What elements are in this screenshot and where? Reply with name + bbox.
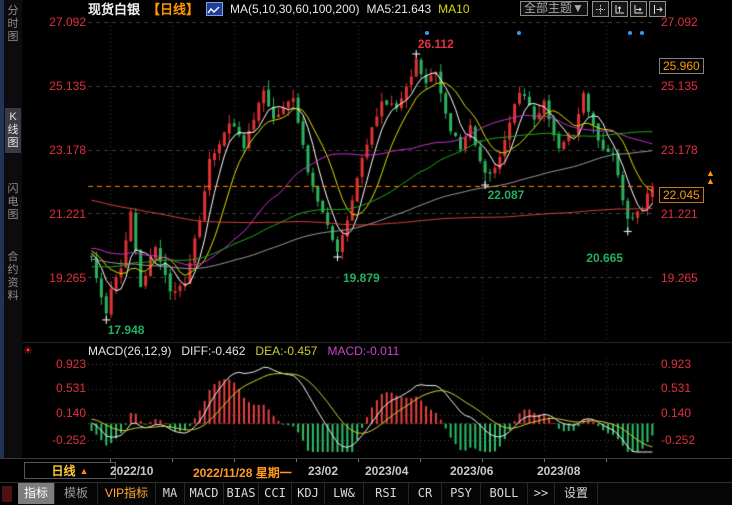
price-annotation: 17.948 — [107, 322, 145, 337]
price-annotation: 20.665 — [586, 251, 623, 266]
tab-rsi[interactable]: RSI — [364, 483, 409, 504]
macd-tick-right: 0.140 — [661, 406, 692, 420]
y-tick-right: 21.221 — [661, 207, 698, 221]
dotted-cross-icon — [596, 4, 605, 14]
x-date-label: 23/02 — [308, 464, 339, 478]
ma-params-label: MA(5,10,30,60,100,200) — [230, 1, 360, 16]
y-tick-right: 27.092 — [661, 15, 698, 29]
sidebar-item-timeshare[interactable]: 分时图 — [7, 5, 19, 43]
x-date-label: 2023/08 — [537, 464, 581, 478]
left-sidebar: 分时图 K线图 闪电图 合约资料 — [0, 0, 22, 458]
y-tick-left: 27.092 — [49, 15, 86, 29]
theme-dropdown[interactable]: 全部主题▼ — [520, 1, 588, 16]
macd-tick-right: 0.531 — [661, 381, 692, 395]
macd-tick-right: -0.252 — [661, 433, 696, 447]
scale-x-axis-button[interactable] — [630, 1, 647, 17]
x-date-label: 2023/06 — [450, 464, 494, 478]
ma5-value-label: MA5:21.643 — [366, 1, 432, 16]
event-marker-dot — [640, 31, 644, 35]
event-marker-dot — [628, 31, 632, 35]
event-marker-dot — [517, 31, 521, 35]
tab-cr[interactable]: CR — [409, 483, 442, 504]
candlestick-macd-canvas[interactable] — [0, 0, 732, 458]
y-tick-left: 19.265 — [49, 271, 86, 285]
macd-tick-left: 0.531 — [55, 381, 86, 395]
x-date-label: 2023/04 — [365, 464, 409, 478]
macd-hist-value: MACD:-0.011 — [327, 344, 400, 358]
y-tick-left: 23.178 — [49, 143, 86, 157]
x-date-label: 2022/10 — [110, 464, 154, 478]
bar-right-arrow-icon — [654, 4, 663, 14]
macd-diff-value: DIFF:-0.462 — [181, 344, 246, 358]
sidebar-item-lightning[interactable]: 闪电图 — [7, 183, 19, 221]
x-axis-tick — [296, 459, 297, 462]
tab-template[interactable]: 模板 — [55, 483, 98, 504]
period-selector[interactable]: 日线 ▲ — [24, 462, 116, 479]
x-axis-tick — [110, 459, 111, 462]
current-price-tag: 22.045 — [659, 187, 704, 203]
tab-boll[interactable]: BOLL — [481, 483, 528, 504]
scale-y-axis-button[interactable] — [611, 1, 628, 17]
price-annotation: 26.112 — [417, 36, 454, 51]
y-tick-right: 25.135 — [661, 79, 698, 93]
sidebar-item-kline[interactable]: K线图 — [5, 108, 21, 153]
y-tick-left: 25.135 — [49, 79, 86, 93]
instrument-name: 现货白银 — [88, 2, 141, 17]
x-axis-tick — [544, 459, 545, 462]
x-axis-tick — [358, 459, 359, 462]
axis-up-arrow-icon — [615, 4, 624, 13]
kline-chart-icon — [206, 1, 224, 16]
indicator-settings-icon[interactable]: ☀ — [23, 345, 33, 357]
tab-settings[interactable]: 设置 — [555, 483, 598, 504]
pan-tool-button[interactable] — [592, 1, 609, 17]
x-axis-tick — [482, 459, 483, 462]
tab-indicator[interactable]: 指标 — [18, 483, 55, 504]
period-label: 日线 — [51, 464, 76, 478]
y-tick-left: 21.221 — [49, 207, 86, 221]
macd-tick-left: 0.923 — [55, 357, 86, 371]
macd-params-label: MACD(26,12,9) — [88, 344, 172, 358]
event-marker-dot — [425, 31, 429, 35]
x-axis-tick — [606, 459, 607, 462]
chart-legend-bar: 现货白银 【日线】 MA(5,10,30,60,100,200) MA5:21.… — [88, 0, 470, 17]
macd-tick-right: 0.923 — [661, 357, 692, 371]
tab-bias[interactable]: BIAS — [224, 483, 259, 504]
x-date-crosshair-label: 2022/11/28 星期一 — [193, 466, 292, 480]
indicator-toolbar: 指标 模板 VIP指标 MA MACD BIAS CCI KDJ LW& RSI… — [0, 482, 732, 505]
x-axis-row: 日线 ▲ 2022/10 2022/11/28 星期一 23/02 2023/0… — [0, 458, 732, 483]
x-axis-tick — [420, 459, 421, 462]
tab-lwr[interactable]: LW& — [325, 483, 364, 504]
panel-resize-handle[interactable] — [0, 483, 18, 505]
tab-more[interactable]: >> — [528, 483, 555, 504]
tab-ma[interactable]: MA — [156, 483, 185, 504]
tab-psy[interactable]: PSY — [442, 483, 481, 504]
tab-cci[interactable]: CCI — [259, 483, 292, 504]
axis-right-arrow-icon — [634, 4, 643, 13]
tab-vip-indicator[interactable]: VIP指标 — [98, 483, 156, 504]
x-axis-tick — [172, 459, 173, 462]
tab-macd[interactable]: MACD — [185, 483, 224, 504]
macd-tick-left: 0.140 — [55, 406, 86, 420]
tab-kdj[interactable]: KDJ — [292, 483, 325, 504]
x-axis-tick — [234, 459, 235, 462]
macd-legend: MACD(26,12,9) DIFF:-0.462 DEA:-0.457 MAC… — [88, 344, 399, 358]
period-arrow-icon: ▲ — [79, 465, 89, 476]
ma10-label: MA10 — [438, 1, 470, 16]
price-up-triangles-icon: ▲▲ — [706, 168, 715, 186]
high-price-tag: 25.960 — [659, 58, 704, 74]
price-annotation: 19.879 — [343, 270, 380, 285]
price-annotation: 22.087 — [487, 188, 525, 203]
macd-dea-value: DEA:-0.457 — [255, 344, 318, 358]
macd-tick-left: -0.252 — [51, 433, 86, 447]
period-tag: 【日线】 — [147, 2, 200, 17]
y-tick-right: 23.178 — [661, 143, 698, 157]
sidebar-edge-strip — [0, 0, 4, 458]
sidebar-item-contract-info[interactable]: 合约资料 — [7, 251, 19, 302]
goto-latest-button[interactable] — [649, 1, 666, 17]
y-tick-right: 19.265 — [661, 271, 698, 285]
